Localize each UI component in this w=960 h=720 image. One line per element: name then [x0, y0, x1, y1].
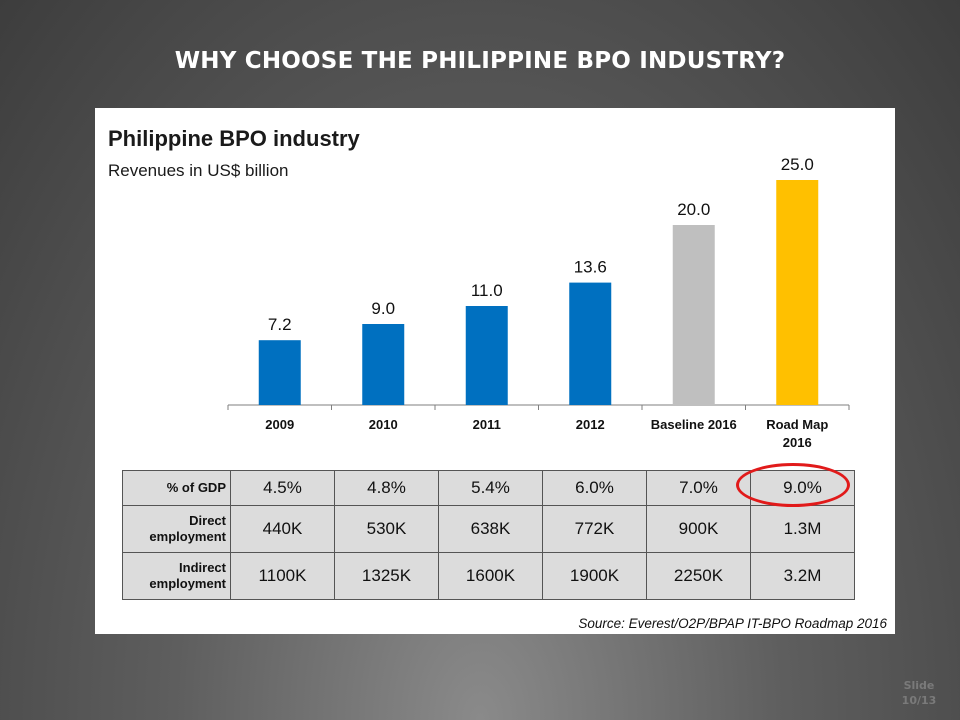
data-label-2: 11.0 [471, 281, 503, 300]
slide-label: Slide [903, 679, 935, 692]
slide-number: Slide 10/13 [895, 679, 943, 709]
chart-subtitle: Revenues in US$ billion [108, 161, 289, 180]
table-cell: 6.0% [542, 470, 647, 506]
row-label-line: Indirect [179, 559, 226, 575]
table-cell: 7.0% [646, 470, 751, 506]
x-tick-label-0: 2009 [265, 417, 294, 432]
x-tick-label-5-1: 2016 [783, 435, 812, 450]
table-row: Direct employment 440K 530K 638K 772K 900K 1.3M [122, 505, 855, 553]
bar-3 [569, 282, 612, 405]
table-cell: 440K [230, 505, 335, 553]
table-cell: 4.5% [230, 470, 335, 506]
table-row: Indirect employment 1100K 1325K 1600K 1900K 22… [122, 552, 855, 600]
table-cell: 1600K [438, 552, 543, 600]
x-tick-label-2: 2011 [473, 417, 501, 432]
bar-2 [465, 306, 508, 405]
row-label-line: employment [149, 576, 226, 591]
data-label-1: 9.0 [371, 299, 395, 318]
data-label-4: 20.0 [677, 200, 710, 219]
table-cell: 5.4% [438, 470, 543, 506]
data-table: % of GDP 4.5% 4.8% 5.4% 6.0% 7.0% 9.0% Direct em… [122, 470, 855, 600]
bar-0 [258, 340, 301, 405]
data-label-0: 7.2 [268, 315, 292, 334]
table-cell: 4.8% [334, 470, 439, 506]
table-cell: 1900K [542, 552, 647, 600]
source-note: Source: Everest/O2P/BPAP IT-BPO Roadmap … [578, 616, 887, 631]
table-cell: 3.2M [750, 552, 855, 600]
x-tick-label-5-0: Road Map [766, 417, 828, 432]
table-cell: 530K [334, 505, 439, 553]
row-label-line: employment [149, 529, 226, 544]
row-label-line: % of GDP [166, 479, 226, 495]
chart-title: Philippine BPO industry [108, 126, 360, 151]
table-cell: 2250K [646, 552, 751, 600]
row-label: % of GDP [122, 470, 231, 506]
slide-title: WHY CHOOSE THE PHILIPPINE BPO INDUSTRY? [174, 48, 786, 74]
row-label-line: Direct [189, 512, 226, 528]
bar-chart: 7.2 2009 9.0 2010 11.0 2011 13.6 2012 20.0 Baseli… [227, 155, 850, 450]
row-label: Direct employment [122, 505, 231, 553]
table-cell: 900K [646, 505, 751, 553]
row-label: Indirect employment [122, 552, 231, 600]
data-label-3: 13.6 [574, 258, 607, 277]
bar-1 [362, 324, 405, 405]
x-tick-label-3: 2012 [576, 417, 605, 432]
slide-counter: 10/13 [901, 693, 937, 707]
x-tick-label-4: Baseline 2016 [651, 417, 737, 432]
bar-4 [672, 225, 715, 405]
table-cell: 638K [438, 505, 543, 553]
data-label-5: 25.0 [781, 155, 814, 174]
highlight-ellipse [736, 463, 850, 507]
table-cell: 1325K [334, 552, 439, 600]
bar-5 [776, 180, 819, 405]
table-cell: 772K [542, 505, 647, 553]
x-tick-label-1: 2010 [369, 417, 398, 432]
table-cell: 1100K [230, 552, 335, 600]
chart-panel: Philippine BPO industry Revenues in US$ … [95, 108, 895, 634]
table-cell: 1.3M [750, 505, 855, 553]
